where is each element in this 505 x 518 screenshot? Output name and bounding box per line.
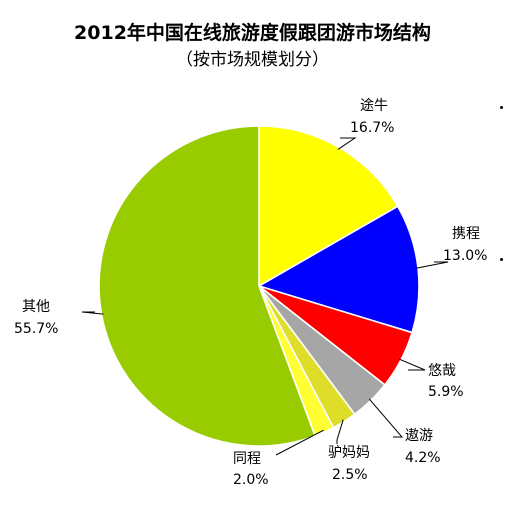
- slice-value-label: 4.2%: [405, 450, 441, 466]
- chart-subtitle: （按市场规模划分）: [176, 50, 329, 70]
- slice-labels: 途牛 16.7% 携程 13.0% 悠哉 5.9% 遨游 4.2% 驴妈妈 2.5% 同程 2.0% 其…: [14, 97, 487, 488]
- slice-name-label: 遨游: [405, 428, 433, 444]
- leader-lines: [81, 137, 449, 456]
- leader-line-其他: [81, 311, 104, 315]
- slice-value-label: 55.7%: [14, 321, 58, 337]
- leader-line-驴妈妈: [336, 419, 344, 444]
- slice-name-label: 携程: [452, 226, 480, 242]
- edge-dot: [500, 106, 503, 109]
- slice-value-label: 16.7%: [350, 120, 394, 136]
- leader-line-携程: [415, 261, 449, 269]
- slice-value-label: 2.0%: [233, 472, 269, 488]
- edge-dot: [500, 258, 503, 261]
- pie-slices: [98, 125, 420, 447]
- pie-slice-其他: [98, 125, 317, 447]
- slice-value-label: 13.0%: [443, 248, 487, 264]
- leader-line-遨游: [368, 398, 404, 438]
- pie-slice-途牛: [258, 125, 399, 288]
- slice-value-label: 5.9%: [428, 384, 464, 400]
- slice-name-label: 悠哉: [428, 363, 456, 379]
- leader-line-途牛: [337, 137, 357, 150]
- chart-title: 2012年中国在线旅游度假跟团游市场结构: [74, 22, 431, 44]
- leader-line-悠哉: [398, 358, 426, 371]
- slice-name-label: 其他: [22, 299, 50, 315]
- slice-name-label: 同程: [233, 451, 261, 467]
- slice-name-label: 途牛: [360, 97, 388, 114]
- slice-name-label: 驴妈妈: [328, 445, 370, 461]
- leader-line-同程: [275, 429, 324, 456]
- slice-value-label: 2.5%: [332, 467, 368, 483]
